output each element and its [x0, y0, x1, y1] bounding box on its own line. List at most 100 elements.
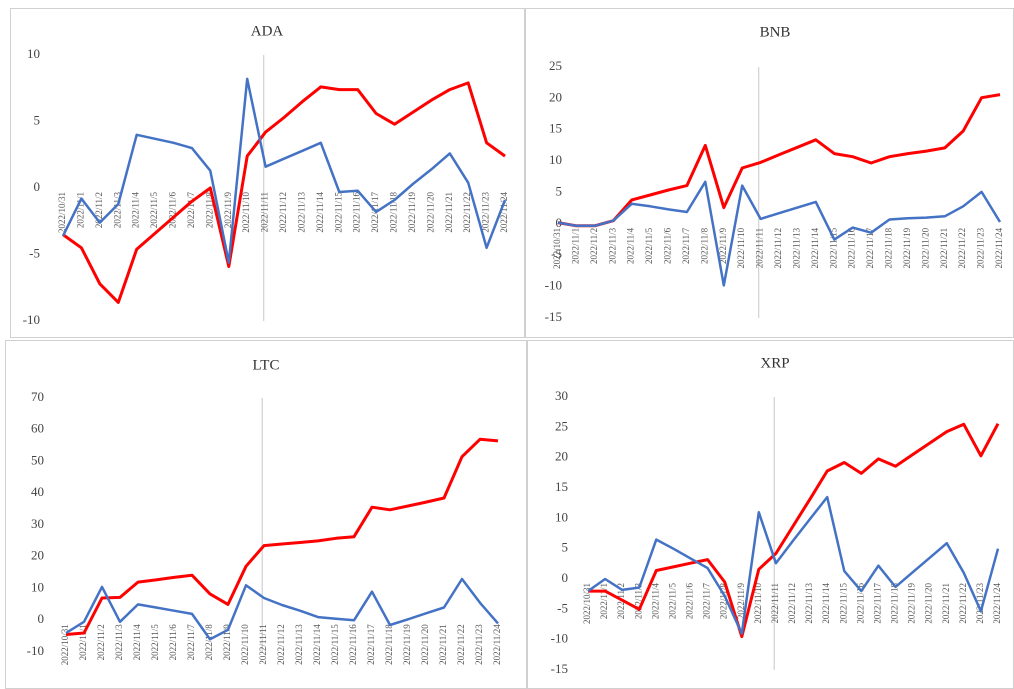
y-tick-label: 5	[556, 183, 563, 198]
y-tick-label: -5	[29, 245, 40, 260]
x-tick-label: 2022/11/10	[240, 624, 250, 665]
x-tick-label: 2022/11/1	[75, 192, 85, 228]
x-tick-label: 2022/11/13	[294, 624, 304, 665]
x-tick-label: 2022/11/7	[186, 624, 196, 661]
x-tick-label: 2022/11/4	[626, 227, 636, 264]
x-tick-label: 2022/11/9	[223, 192, 233, 229]
x-tick-label: 2022/11/11	[770, 583, 780, 623]
chart-title: BNB	[760, 24, 791, 40]
x-tick-label: 2022/11/20	[425, 192, 435, 233]
x-tick-label: 2022/11/22	[957, 228, 967, 269]
panel-border	[527, 340, 1014, 689]
x-tick-label: 2022/11/6	[168, 624, 178, 661]
series-line	[557, 93, 1001, 228]
y-tick-label: 5	[34, 112, 41, 127]
x-tick-label: 2022/11/21	[939, 228, 949, 269]
x-tick-label: 2022/11/11	[755, 228, 765, 268]
x-tick-label: 2022/11/2	[94, 192, 104, 228]
x-tick-label: 2022/11/22	[456, 624, 466, 665]
y-tick-label: 25	[549, 58, 562, 73]
x-tick-label: 2022/11/19	[902, 227, 912, 268]
y-tick-label: 10	[549, 152, 562, 167]
x-tick-label: 2022/11/14	[315, 192, 325, 233]
chart-title: XRP	[760, 355, 789, 371]
x-tick-label: 2022/11/19	[402, 624, 412, 665]
y-tick-label: -10	[551, 631, 568, 646]
x-tick-label: 2022/11/14	[821, 583, 831, 624]
x-tick-label: 2022/11/1	[570, 228, 580, 264]
x-tick-label: 2022/11/24	[499, 192, 509, 233]
x-tick-label: 2022/11/22	[462, 192, 472, 233]
y-tick-label: 10	[27, 46, 40, 61]
x-tick-label: 2022/11/3	[633, 583, 643, 620]
x-tick-label: 2022/11/9	[718, 227, 728, 264]
y-tick-label: 40	[31, 484, 44, 499]
y-tick-label: 0	[34, 179, 41, 194]
x-tick-label: 2022/11/2	[589, 228, 599, 264]
y-tick-label: -10	[27, 643, 44, 658]
x-tick-label: 2022/11/16	[352, 192, 362, 233]
x-tick-label: 2022/11/10	[241, 192, 251, 233]
panel-border	[10, 8, 525, 338]
x-tick-label: 2022/11/17	[865, 227, 875, 268]
chart-title: LTC	[253, 357, 280, 373]
x-tick-label: 2022/10/31	[552, 228, 562, 269]
x-tick-label: 2022/11/23	[474, 624, 484, 665]
x-tick-label: 2022/11/16	[847, 227, 857, 268]
series-line	[588, 422, 1000, 639]
x-tick-label: 2022/11/11	[258, 624, 268, 664]
x-tick-label: 2022/11/21	[438, 624, 448, 665]
x-tick-label: 2022/11/12	[276, 624, 286, 665]
y-tick-label: 20	[31, 548, 44, 563]
y-tick-label: -15	[551, 661, 568, 676]
x-tick-label: 2022/11/6	[685, 583, 695, 620]
y-tick-label: 10	[31, 579, 44, 594]
y-tick-label: 30	[555, 388, 568, 403]
y-tick-label: 15	[549, 121, 562, 136]
x-tick-label: 2022/11/7	[186, 192, 196, 229]
x-tick-label: 2022/11/5	[149, 192, 159, 229]
y-tick-label: 30	[31, 516, 44, 531]
x-tick-label: 2022/11/24	[994, 227, 1004, 268]
y-tick-label: 10	[555, 509, 568, 524]
x-tick-label: 2022/11/24	[492, 624, 502, 665]
x-tick-label: 2022/11/16	[348, 624, 358, 665]
x-tick-label: 2022/11/18	[384, 624, 394, 665]
x-tick-label: 2022/11/15	[838, 583, 848, 624]
series-line	[61, 77, 507, 264]
x-tick-label: 2022/11/24	[992, 583, 1002, 624]
x-tick-label: 2022/10/31	[582, 583, 592, 624]
series-line	[557, 180, 1002, 287]
y-tick-label: -10	[23, 312, 40, 327]
x-tick-label: 2022/11/12	[787, 583, 797, 624]
x-tick-label: 2022/10/31	[57, 192, 67, 233]
x-tick-label: 2022/10/31	[60, 624, 70, 665]
x-tick-label: 2022/11/23	[975, 583, 985, 624]
x-tick-label: 2022/11/5	[150, 624, 160, 661]
x-tick-label: 2022/11/23	[481, 192, 491, 233]
series-line	[65, 437, 499, 636]
x-tick-label: 2022/11/14	[312, 624, 322, 665]
x-tick-label: 2022/11/2	[96, 624, 106, 660]
x-tick-label: 2022/11/10	[736, 227, 746, 268]
series-line	[62, 81, 506, 304]
x-tick-label: 2022/11/12	[278, 192, 288, 233]
y-tick-label: 0	[562, 570, 569, 585]
x-tick-label: 2022/11/1	[599, 583, 609, 619]
x-tick-label: 2022/11/18	[890, 583, 900, 624]
x-tick-label: 2022/11/18	[884, 227, 894, 268]
x-tick-label: 2022/11/20	[420, 624, 430, 665]
y-tick-label: -5	[557, 600, 568, 615]
x-tick-label: 2022/11/17	[872, 583, 882, 624]
x-tick-label: 2022/11/6	[663, 227, 673, 264]
x-tick-label: 2022/11/19	[907, 583, 917, 624]
y-tick-label: 25	[555, 418, 568, 433]
x-tick-label: 2022/11/5	[667, 583, 677, 620]
x-tick-label: 2022/11/8	[719, 583, 729, 620]
x-tick-label: 2022/11/14	[810, 227, 820, 268]
x-tick-label: 2022/11/23	[976, 227, 986, 268]
x-tick-label: 2022/11/4	[131, 192, 141, 229]
x-tick-label: 2022/11/5	[644, 227, 654, 264]
x-tick-label: 2022/11/10	[753, 583, 763, 624]
